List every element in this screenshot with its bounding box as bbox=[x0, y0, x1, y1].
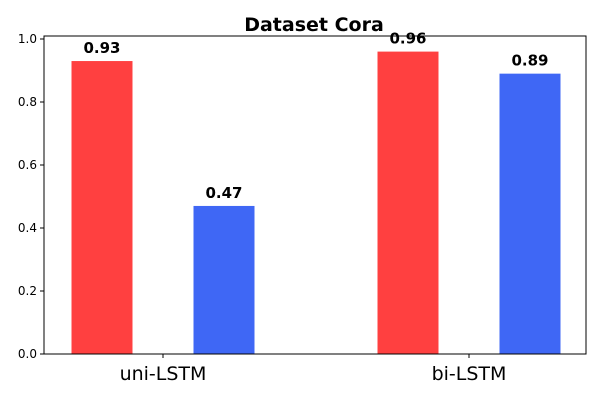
y-tick-label: 1.0 bbox=[18, 32, 37, 46]
bar-bi-lstm-series-1 bbox=[377, 51, 439, 354]
plot-area: 0.93 0.96 0.47 0.89 0.0 0.2 0.4 0.6 0.8 1.0 uni-LS… bbox=[18, 30, 587, 385]
y-tick-label: 0.0 bbox=[18, 347, 37, 361]
data-label: 0.96 bbox=[389, 30, 426, 48]
bar-uni-lstm-series-2 bbox=[193, 205, 255, 354]
y-tick-label: 0.4 bbox=[18, 221, 37, 235]
chart-title: Dataset Cora bbox=[244, 14, 384, 36]
data-label: 0.47 bbox=[205, 184, 242, 202]
axes-frame bbox=[43, 35, 587, 355]
bar-uni-lstm-series-1 bbox=[71, 61, 133, 355]
x-tick-label-bi-lstm: bi-LSTM bbox=[432, 363, 507, 385]
bar-bi-lstm-series-2 bbox=[499, 73, 561, 355]
y-tick-label: 0.2 bbox=[18, 284, 37, 298]
y-tick-label: 0.6 bbox=[18, 158, 37, 172]
data-label: 0.93 bbox=[83, 39, 120, 57]
x-tick-label-uni-lstm: uni-LSTM bbox=[120, 363, 207, 385]
data-label: 0.89 bbox=[511, 52, 548, 70]
y-tick-label: 0.8 bbox=[18, 95, 37, 109]
